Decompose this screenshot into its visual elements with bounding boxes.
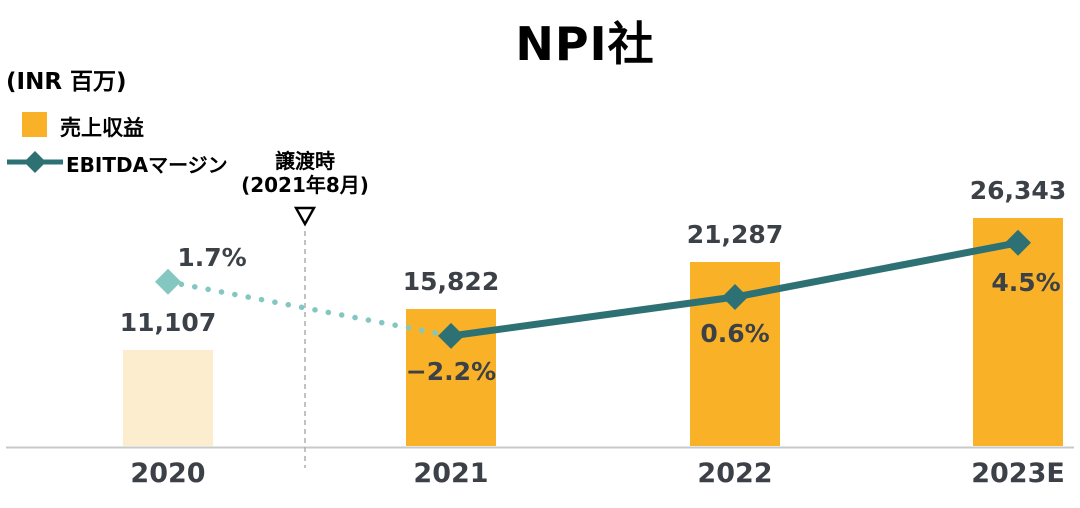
transfer-annotation-line2: (2021年8月): [241, 173, 369, 197]
chart-title: NPI社: [515, 17, 655, 71]
revenue-bar-2023E: [973, 217, 1063, 446]
ebitda-legend-label: EBITDAマージン: [66, 153, 228, 177]
unit-label: (INR 百万): [6, 69, 127, 95]
revenue-bar-2021: [406, 309, 496, 446]
ebitda-legend-marker-icon: [4, 148, 66, 180]
revenue-legend-swatch-icon: [22, 112, 47, 137]
transfer-annotation-line1: 譲渡時: [275, 149, 335, 173]
revenue-bar-2020: [123, 350, 213, 446]
transfer-annotation: 譲渡時 (2021年8月): [195, 149, 415, 197]
revenue-legend-label: 売上収益: [60, 116, 144, 140]
revenue-bar-2022: [690, 261, 780, 446]
